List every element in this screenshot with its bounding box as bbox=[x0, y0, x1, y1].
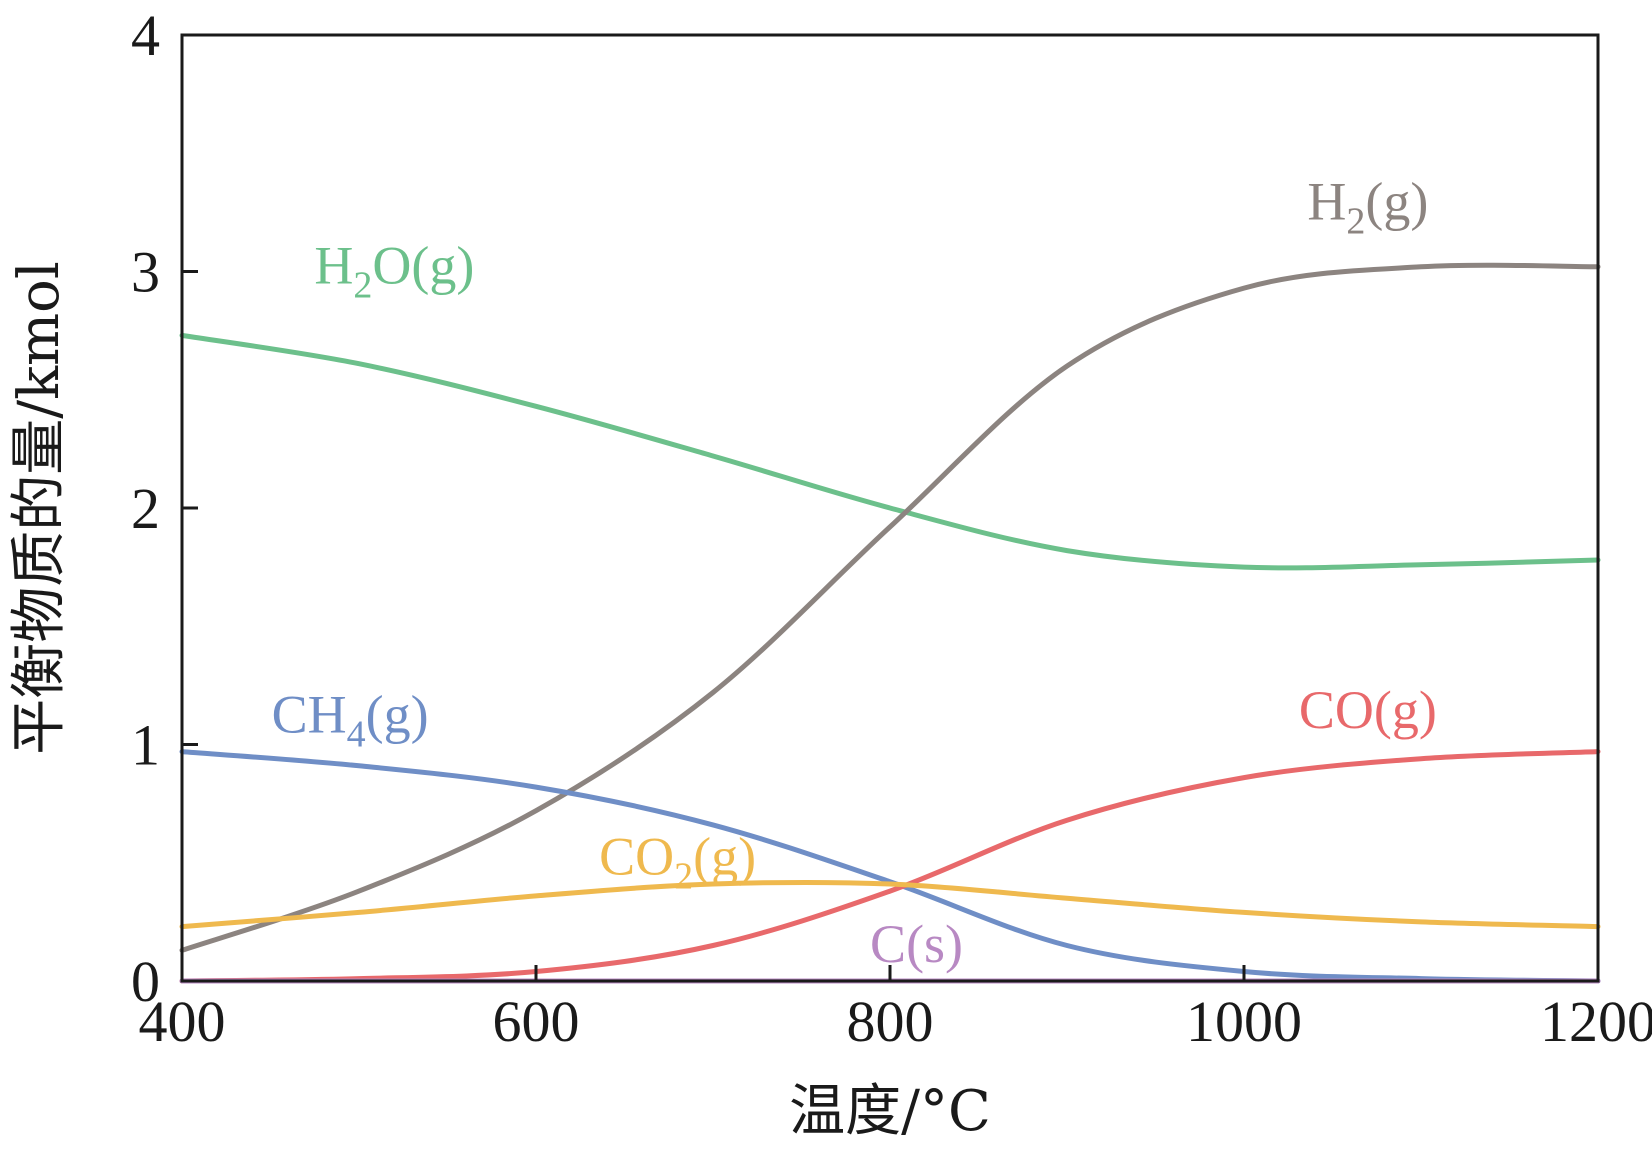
y-tick-label: 2 bbox=[131, 476, 160, 541]
x-tick-label: 600 bbox=[493, 989, 580, 1054]
series-label-co: CO(g) bbox=[1299, 680, 1437, 740]
x-tick-label: 1200 bbox=[1540, 989, 1652, 1054]
y-axis-title: 平衡物质的量/kmol bbox=[7, 261, 72, 755]
x-tick-label: 1000 bbox=[1186, 989, 1302, 1054]
series-label-c-s: C(s) bbox=[870, 914, 963, 974]
x-tick-label: 400 bbox=[139, 989, 226, 1054]
series-label-h2o: H2O(g) bbox=[314, 235, 474, 306]
series-layer bbox=[179, 262, 1601, 984]
series-label-co2: CO2(g) bbox=[599, 827, 756, 898]
series-line-co bbox=[179, 749, 1601, 984]
y-tick-label: 1 bbox=[131, 713, 160, 778]
series-line-co2 bbox=[179, 879, 1601, 930]
y-tick-label: 4 bbox=[131, 3, 160, 68]
y-tick-label: 0 bbox=[131, 949, 160, 1014]
x-tick-label: 800 bbox=[847, 989, 934, 1054]
x-axis-title: 温度/°C bbox=[789, 1079, 991, 1144]
labels-layer: H2O(g) H2(g) CH4(g) CO(g) CO2(g) C(s) bbox=[272, 171, 1437, 974]
series-label-h2: H2(g) bbox=[1307, 171, 1428, 242]
series-line-h2 bbox=[179, 262, 1601, 953]
ticks-layer: 400 600 800 1000 1200 0 1 2 3 4 bbox=[131, 3, 1652, 1054]
series-line-h2o bbox=[179, 332, 1601, 571]
series-label-ch4: CH4(g) bbox=[272, 685, 429, 756]
y-tick-label: 3 bbox=[131, 240, 160, 305]
